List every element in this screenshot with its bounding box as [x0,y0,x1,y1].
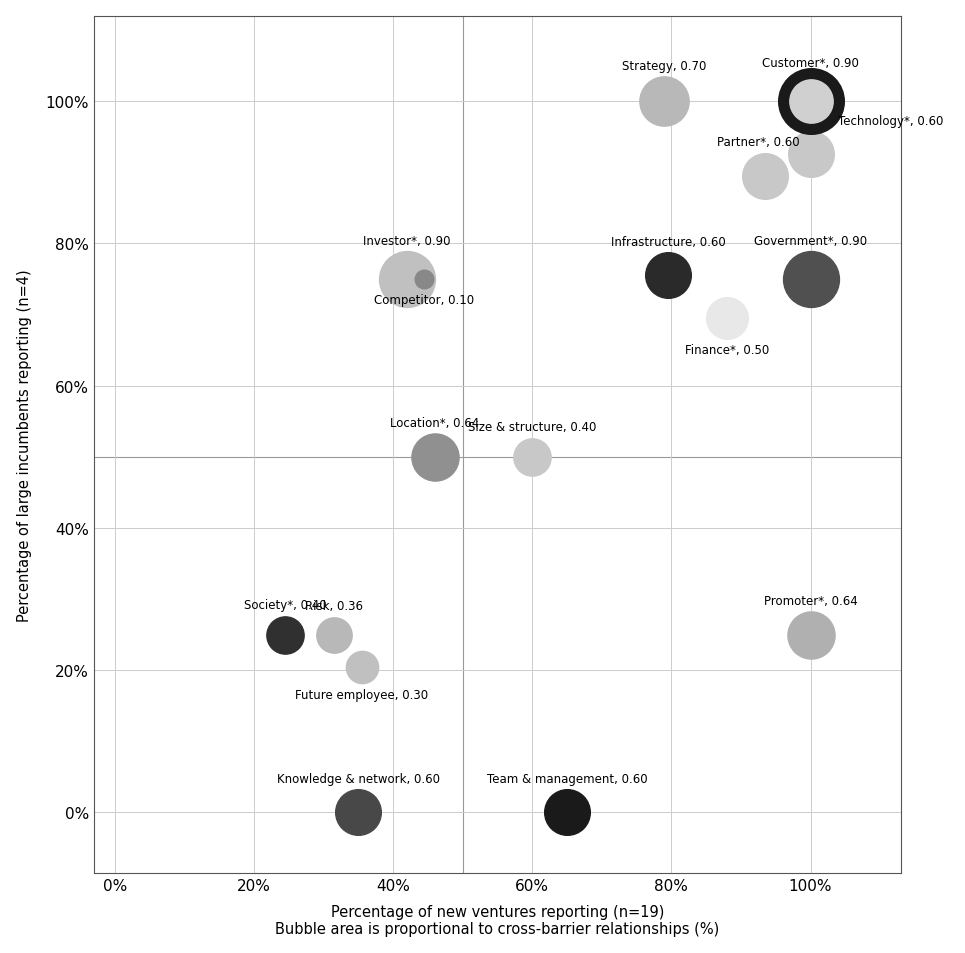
Point [278,627,293,642]
Point [803,148,818,163]
Text: Location*, 0.64: Location*, 0.64 [390,416,480,429]
Text: Investor*, 0.90: Investor*, 0.90 [363,234,451,248]
Text: Future employee, 0.30: Future employee, 0.30 [295,688,428,700]
Text: Competitor, 0.10: Competitor, 0.10 [374,294,475,307]
Point [417,272,432,287]
Point [803,94,818,110]
Text: Promoter*, 0.64: Promoter*, 0.64 [763,594,858,607]
Text: Risk, 0.36: Risk, 0.36 [305,599,363,613]
Text: Size & structure, 0.40: Size & structure, 0.40 [468,421,596,434]
Point [525,450,540,465]
X-axis label: Percentage of new ventures reporting (n=19)
Bubble area is proportional to cross: Percentage of new ventures reporting (n=… [275,904,720,937]
Text: Knowledge & network, 0.60: Knowledge & network, 0.60 [277,772,440,785]
Point [400,272,415,287]
Point [354,659,370,675]
Point [560,805,575,821]
Point [427,450,443,465]
Text: Customer*, 0.90: Customer*, 0.90 [762,57,859,70]
Text: Strategy, 0.70: Strategy, 0.70 [622,60,706,72]
Point [326,627,342,642]
Y-axis label: Percentage of large incumbents reporting (n=4): Percentage of large incumbents reporting… [16,269,32,621]
Point [758,169,773,184]
Point [803,627,818,642]
Text: Team & management, 0.60: Team & management, 0.60 [486,772,648,785]
Point [660,269,676,284]
Text: Infrastructure, 0.60: Infrastructure, 0.60 [611,235,726,249]
Point [350,805,366,821]
Text: Finance*, 0.50: Finance*, 0.50 [685,344,769,357]
Text: Government*, 0.90: Government*, 0.90 [754,234,868,248]
Point [657,94,673,110]
Text: Society*, 0.40: Society*, 0.40 [244,598,326,612]
Text: Technology*, 0.60: Technology*, 0.60 [839,115,944,128]
Point [803,272,818,287]
Point [719,311,734,326]
Text: Partner*, 0.60: Partner*, 0.60 [717,136,800,150]
